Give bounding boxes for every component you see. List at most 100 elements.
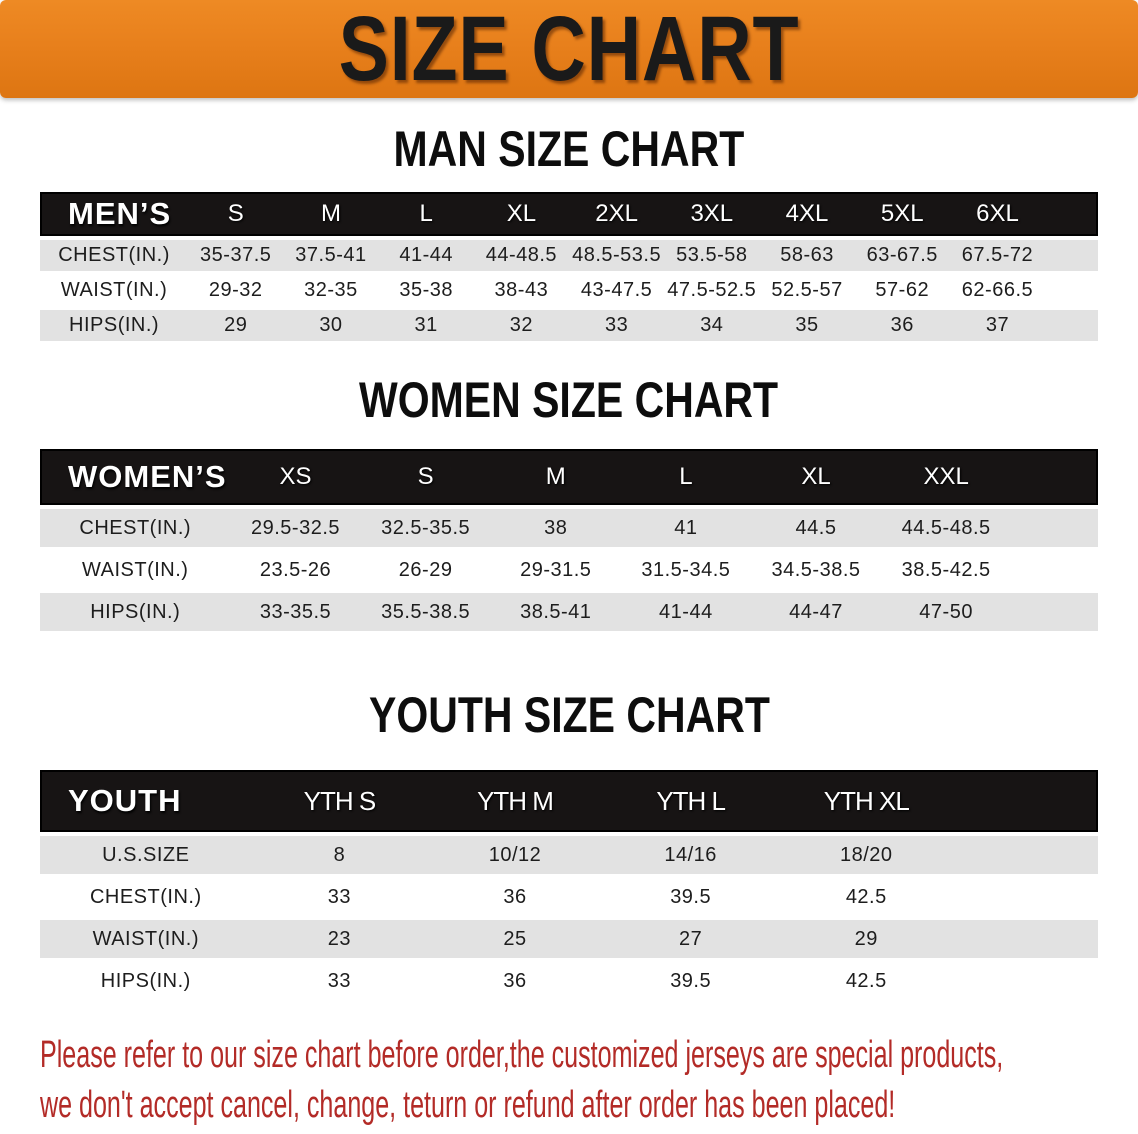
youth-cell-u-s-size-yth-xl: 18/20 (778, 836, 955, 874)
men-row-chest-in: CHEST(IN.) 35-37.5 37.5-41 41-44 44-48.5 48.5… (40, 240, 1098, 271)
men-column-header-m: M (283, 192, 379, 236)
women-cell-chest-in-l: 41 (620, 509, 751, 547)
women-row-label-waist-in: WAIST(IN.) (40, 551, 231, 589)
women-header-row: WOMEN’S XS S M L XL XXL (40, 449, 1098, 505)
women-section-title-text: WOMEN SIZE CHART (359, 372, 779, 428)
women-cell-hips-in-m: 38.5-41 (490, 593, 621, 631)
men-row-spacer (1045, 275, 1098, 306)
men-cell-waist-in-6xl: 62-66.5 (949, 275, 1046, 306)
youth-row-waist-in: WAIST(IN.) 23 25 27 29 (40, 920, 1098, 958)
youth-row-label-hips-in: HIPS(IN.) (40, 962, 252, 1000)
women-row-spacer (1011, 551, 1098, 589)
men-cell-chest-in-2xl: 48.5-53.5 (568, 240, 665, 271)
men-cell-waist-in-m: 32-35 (283, 275, 379, 306)
men-column-header-l: L (378, 192, 474, 236)
disclaimer-line-1-text: Please refer to our size chart before or… (40, 1034, 1004, 1076)
women-column-header-l: L (620, 449, 751, 505)
women-column-header-xs: XS (230, 449, 361, 505)
youth-cell-u-s-size-yth-s: 8 (251, 836, 428, 874)
banner: SIZE CHART (0, 0, 1138, 98)
men-column-header-3xl: 3XL (664, 192, 760, 236)
women-cell-chest-in-xs: 29.5-32.5 (230, 509, 361, 547)
women-row-hips-in: HIPS(IN.) 33-35.5 35.5-38.5 38.5-41 41-44 44-… (40, 593, 1098, 631)
youth-cell-waist-in-yth-m: 25 (427, 920, 603, 958)
disclaimer: Please refer to our size chart before or… (40, 1034, 1118, 1134)
men-cell-chest-in-5xl: 63-67.5 (854, 240, 950, 271)
men-cell-waist-in-4xl: 52.5-57 (759, 275, 855, 306)
women-column-header-s: S (360, 449, 491, 505)
men-row-spacer (1045, 240, 1098, 271)
men-row-label-hips-in: HIPS(IN.) (40, 310, 189, 341)
women-cell-chest-in-xxl: 44.5-48.5 (881, 509, 1012, 547)
men-cell-chest-in-4xl: 58-63 (759, 240, 855, 271)
men-cell-hips-in-3xl: 34 (664, 310, 760, 341)
men-cell-chest-in-3xl: 53.5-58 (664, 240, 760, 271)
men-cell-waist-in-xl: 38-43 (473, 275, 569, 306)
women-cell-waist-in-s: 26-29 (360, 551, 491, 589)
men-cell-chest-in-m: 37.5-41 (283, 240, 379, 271)
women-cell-waist-in-xxl: 38.5-42.5 (881, 551, 1012, 589)
men-header-row: MEN’S S M L XL 2XL 3XL 4XL 5XL 6XL (40, 192, 1098, 236)
women-row-waist-in: WAIST(IN.) 23.5-26 26-29 29-31.5 31.5-34.5 34… (40, 551, 1098, 589)
youth-cell-chest-in-yth-s: 33 (251, 878, 428, 916)
women-header-spacer (1011, 449, 1098, 505)
youth-cell-waist-in-yth-l: 27 (602, 920, 779, 958)
men-cell-waist-in-5xl: 57-62 (854, 275, 950, 306)
women-size-section: WOMEN SIZE CHART WOMEN’S XS S M L XL XXL CHEST(I… (40, 375, 1098, 635)
men-cell-waist-in-l: 35-38 (378, 275, 474, 306)
youth-header-label: YOUTH (40, 770, 252, 832)
men-cell-hips-in-6xl: 37 (949, 310, 1046, 341)
youth-size-section: YOUTH SIZE CHART YOUTH YTH S YTH M YTH L YTH … (40, 690, 1098, 1004)
men-cell-hips-in-s: 29 (188, 310, 284, 341)
women-cell-chest-in-m: 38 (490, 509, 621, 547)
youth-row-spacer (954, 878, 1098, 916)
youth-cell-waist-in-yth-xl: 29 (778, 920, 955, 958)
men-cell-waist-in-2xl: 43-47.5 (568, 275, 665, 306)
men-row-label-chest-in: CHEST(IN.) (40, 240, 189, 271)
men-cell-chest-in-l: 41-44 (378, 240, 474, 271)
women-row-chest-in: CHEST(IN.) 29.5-32.5 32.5-35.5 38 41 44.5 44.5… (40, 509, 1098, 547)
banner-title: SIZE CHART (288, 0, 850, 98)
women-cell-chest-in-s: 32.5-35.5 (360, 509, 491, 547)
youth-cell-u-s-size-yth-m: 10/12 (427, 836, 603, 874)
youth-row-chest-in: CHEST(IN.) 33 36 39.5 42.5 (40, 878, 1098, 916)
youth-cell-u-s-size-yth-l: 14/16 (602, 836, 779, 874)
men-row-hips-in: HIPS(IN.) 29 30 31 32 33 34 35 36 37 (40, 310, 1098, 341)
women-cell-waist-in-xl: 34.5-38.5 (750, 551, 882, 589)
men-cell-chest-in-xl: 44-48.5 (473, 240, 569, 271)
youth-row-label-chest-in: CHEST(IN.) (40, 878, 252, 916)
men-column-header-xl: XL (473, 192, 569, 236)
disclaimer-line-2-text: we don't accept cancel, change, teturn o… (40, 1084, 896, 1126)
men-cell-hips-in-l: 31 (378, 310, 474, 341)
women-column-header-xxl: XXL (881, 449, 1012, 505)
women-row-label-hips-in: HIPS(IN.) (40, 593, 231, 631)
men-cell-hips-in-4xl: 35 (759, 310, 855, 341)
men-section-title: MAN SIZE CHART (40, 124, 1098, 174)
men-column-header-s: S (188, 192, 284, 236)
men-size-section: MAN SIZE CHART MEN’S S M L XL 2XL 3XL 4XL 5XL 6XL C… (40, 124, 1098, 345)
youth-row-label-u-s-size: U.S.SIZE (40, 836, 252, 874)
men-column-header-2xl: 2XL (568, 192, 665, 236)
youth-section-title: YOUTH SIZE CHART (40, 690, 1098, 740)
youth-row-spacer (954, 920, 1098, 958)
disclaimer-line-2: we don't accept cancel, change, teturn o… (40, 1084, 1118, 1134)
youth-column-header-yth-l: YTH L (602, 770, 779, 832)
women-column-header-m: M (490, 449, 621, 505)
youth-column-header-yth-m: YTH M (427, 770, 603, 832)
women-cell-waist-in-xs: 23.5-26 (230, 551, 361, 589)
youth-cell-chest-in-yth-l: 39.5 (602, 878, 779, 916)
youth-row-hips-in: HIPS(IN.) 33 36 39.5 42.5 (40, 962, 1098, 1000)
youth-cell-chest-in-yth-xl: 42.5 (778, 878, 955, 916)
women-row-spacer (1011, 593, 1098, 631)
women-size-table: WOMEN’S XS S M L XL XXL CHEST(IN.) 29.5-32.5 32.5… (40, 445, 1098, 635)
men-row-label-waist-in: WAIST(IN.) (40, 275, 189, 306)
women-column-header-xl: XL (750, 449, 882, 505)
women-cell-waist-in-l: 31.5-34.5 (620, 551, 751, 589)
youth-row-spacer (954, 836, 1098, 874)
men-cell-waist-in-s: 29-32 (188, 275, 284, 306)
youth-cell-hips-in-yth-l: 39.5 (602, 962, 779, 1000)
youth-cell-hips-in-yth-xl: 42.5 (778, 962, 955, 1000)
youth-header-spacer (954, 770, 1098, 832)
men-cell-chest-in-s: 35-37.5 (188, 240, 284, 271)
